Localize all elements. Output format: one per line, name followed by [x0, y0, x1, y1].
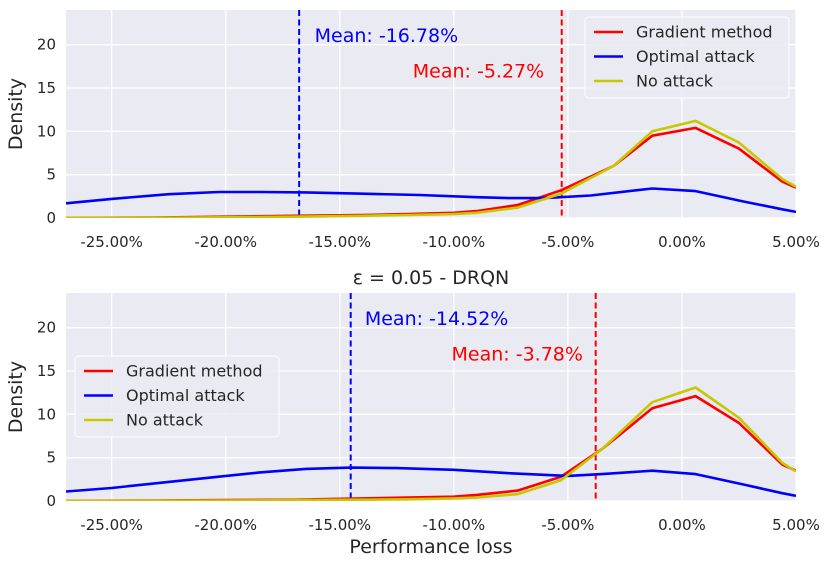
series-group	[66, 10, 796, 218]
x-tick-label: -25.00%	[80, 516, 143, 534]
chart-title: ε = 0.05 - DRQN	[353, 267, 510, 289]
legend-box	[74, 355, 280, 438]
legend-label-optimal-attack: Optimal attack	[126, 386, 245, 405]
mean-annotation: Mean: -5.27%	[413, 61, 544, 83]
mean-annotation: Mean: -16.78%	[315, 25, 459, 47]
mean-annotation: Mean: -3.78%	[452, 344, 583, 366]
x-tick-label: -20.00%	[194, 516, 257, 534]
y-tick-label: 15	[37, 362, 56, 380]
series-group	[66, 293, 796, 501]
x-tick-label: -10.00%	[423, 233, 486, 251]
chart-panel-1: 0 5 10 15 20 -25.00% -20.00% -15.00% -10.00% -5.0…	[5, 10, 820, 251]
x-tick-label: 0.00%	[658, 516, 706, 534]
legend: Gradient method Optimal attack No attack	[584, 16, 790, 99]
mean-annotation: Mean: -14.52%	[365, 308, 509, 330]
series-line-no-attack	[66, 386, 796, 501]
x-tick-label: 5.00%	[772, 516, 820, 534]
legend: Gradient method Optimal attack No attack	[74, 355, 280, 438]
legend-label-optimal-attack: Optimal attack	[636, 47, 755, 66]
legend-label-no-attack: No attack	[636, 72, 714, 91]
series-line-no-attack	[66, 119, 796, 218]
x-axis-title: Performance loss	[349, 536, 512, 558]
y-tick-label: 10	[37, 405, 56, 423]
x-tick-label: -5.00%	[541, 516, 594, 534]
y-tick-label: 5	[46, 449, 56, 467]
legend-label-gradient-method: Gradient method	[126, 362, 263, 381]
y-tick-label: 20	[37, 36, 56, 54]
legend-box	[584, 16, 790, 99]
x-tick-label: 0.00%	[658, 233, 706, 251]
y-tick-label: 0	[46, 492, 56, 510]
x-tick-label: -25.00%	[80, 233, 143, 251]
y-tick-label: 20	[37, 319, 56, 337]
series-line-optimal-attack	[66, 187, 796, 214]
x-tick-label: -15.00%	[308, 516, 371, 534]
y-axis-title: Density	[5, 361, 27, 433]
y-tick-label: 10	[37, 122, 56, 140]
legend-label-gradient-method: Gradient method	[636, 23, 773, 42]
y-axis-title: Density	[5, 78, 27, 150]
series-line-optimal-attack	[66, 466, 796, 498]
x-tick-label: -20.00%	[194, 233, 257, 251]
x-tick-label: -15.00%	[308, 233, 371, 251]
x-tick-label: -10.00%	[423, 516, 486, 534]
legend-label-no-attack: No attack	[126, 411, 204, 430]
x-tick-label: -5.00%	[541, 233, 594, 251]
x-tick-label: 5.00%	[772, 233, 820, 251]
y-tick-label: 15	[37, 79, 56, 97]
y-tick-label: 0	[46, 209, 56, 227]
y-tick-label: 5	[46, 166, 56, 184]
chart-panel-2: 0 5 10 15 20 -25.00% -20.00% -15.00% -10.00% -5.0…	[5, 267, 820, 558]
